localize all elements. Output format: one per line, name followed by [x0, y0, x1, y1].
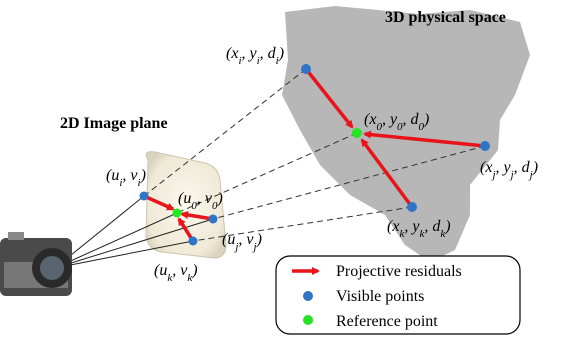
label-text: , v: [172, 262, 188, 279]
legend-label: Projective residuals: [336, 263, 462, 280]
point-label: (ui, vi): [106, 167, 146, 189]
label-text: ): [140, 167, 146, 184]
label-text: (x: [480, 159, 492, 176]
label-text: (x: [226, 45, 238, 62]
label-text: (u: [154, 262, 167, 279]
point-label: (xi, yi, di): [226, 45, 284, 67]
label-text: , y: [242, 45, 258, 62]
label-text: ): [423, 111, 429, 128]
label-text: , v: [197, 190, 213, 207]
label-text: , y: [496, 159, 512, 176]
legend-label: Reference point: [336, 313, 438, 330]
point-label: (xj, yj, dj): [480, 159, 538, 181]
label-text: , d: [514, 159, 531, 176]
camera: [0, 232, 72, 296]
label-text: (x: [364, 111, 376, 128]
legend-dot: [303, 315, 313, 325]
label-text: ): [278, 45, 284, 62]
label-text: , v: [122, 167, 138, 184]
label-text: ): [532, 159, 538, 176]
title-3d: 3D physical space: [385, 9, 506, 26]
label-text: , y: [382, 111, 398, 128]
legend-dot: [303, 291, 313, 301]
label-text: , d: [260, 45, 277, 62]
label-text: , d: [424, 218, 441, 235]
label-text: , d: [403, 111, 420, 128]
label-text: ): [216, 190, 222, 207]
label-text: , y: [404, 218, 420, 235]
label-text: (x: [387, 218, 399, 235]
diagram: 3D physical space 2D Image plane Project…: [0, 0, 564, 339]
title-2d: 2D Image plane: [60, 115, 168, 132]
label-text: ): [191, 262, 197, 279]
label-text: (u: [222, 231, 235, 248]
point-label: (uk, vk): [154, 262, 198, 284]
legend-label: Visible points: [336, 288, 424, 305]
label-text: ): [256, 231, 262, 248]
label-text: ): [444, 218, 450, 235]
label-text: , v: [238, 231, 254, 248]
point-label: (uj, vj): [222, 231, 262, 253]
label-text: (u: [106, 167, 119, 184]
label-text: (u: [178, 190, 191, 207]
